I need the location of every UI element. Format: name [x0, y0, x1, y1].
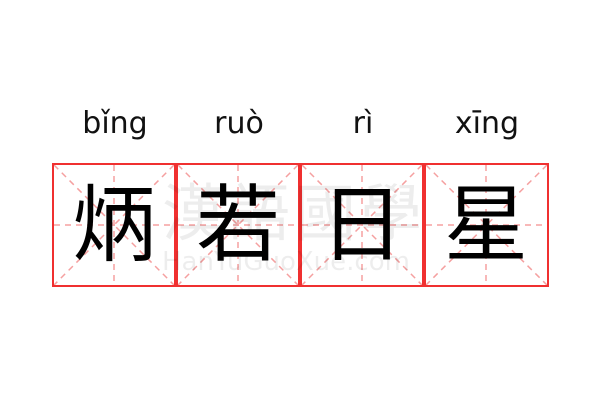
character: 星 — [443, 176, 528, 274]
character-cell: 日 — [300, 163, 424, 287]
pinyin-3: xīng — [454, 106, 520, 141]
character: 若 — [195, 176, 280, 274]
character-cell: 若 — [176, 163, 300, 287]
pinyin-1: ruò — [214, 106, 264, 141]
character: 日 — [319, 176, 404, 274]
character-cell: 星 — [424, 163, 549, 287]
pinyin-2: rì — [352, 106, 374, 141]
guide-lines — [54, 165, 174, 285]
character: 炳 — [71, 176, 156, 274]
character-grid: 炳 若 日 星 漢語國學 HanYuGuoXue.com — [52, 163, 549, 287]
character-cell: 炳 — [52, 163, 176, 287]
guide-lines — [302, 165, 422, 285]
guide-lines — [426, 165, 547, 285]
guide-lines — [178, 165, 298, 285]
pinyin-0: bǐng — [82, 106, 148, 141]
